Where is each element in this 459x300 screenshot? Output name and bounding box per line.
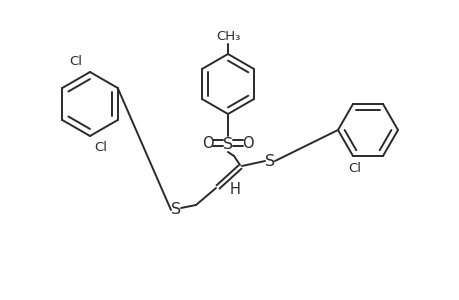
Text: S: S (171, 202, 181, 217)
Text: Cl: Cl (69, 55, 82, 68)
Text: H: H (230, 182, 241, 197)
Text: S: S (264, 154, 274, 169)
Text: O: O (241, 136, 253, 151)
Text: Cl: Cl (94, 141, 107, 154)
Text: CH₃: CH₃ (215, 30, 240, 43)
Text: O: O (202, 136, 213, 151)
Text: S: S (223, 136, 233, 152)
Text: Cl: Cl (348, 162, 361, 175)
